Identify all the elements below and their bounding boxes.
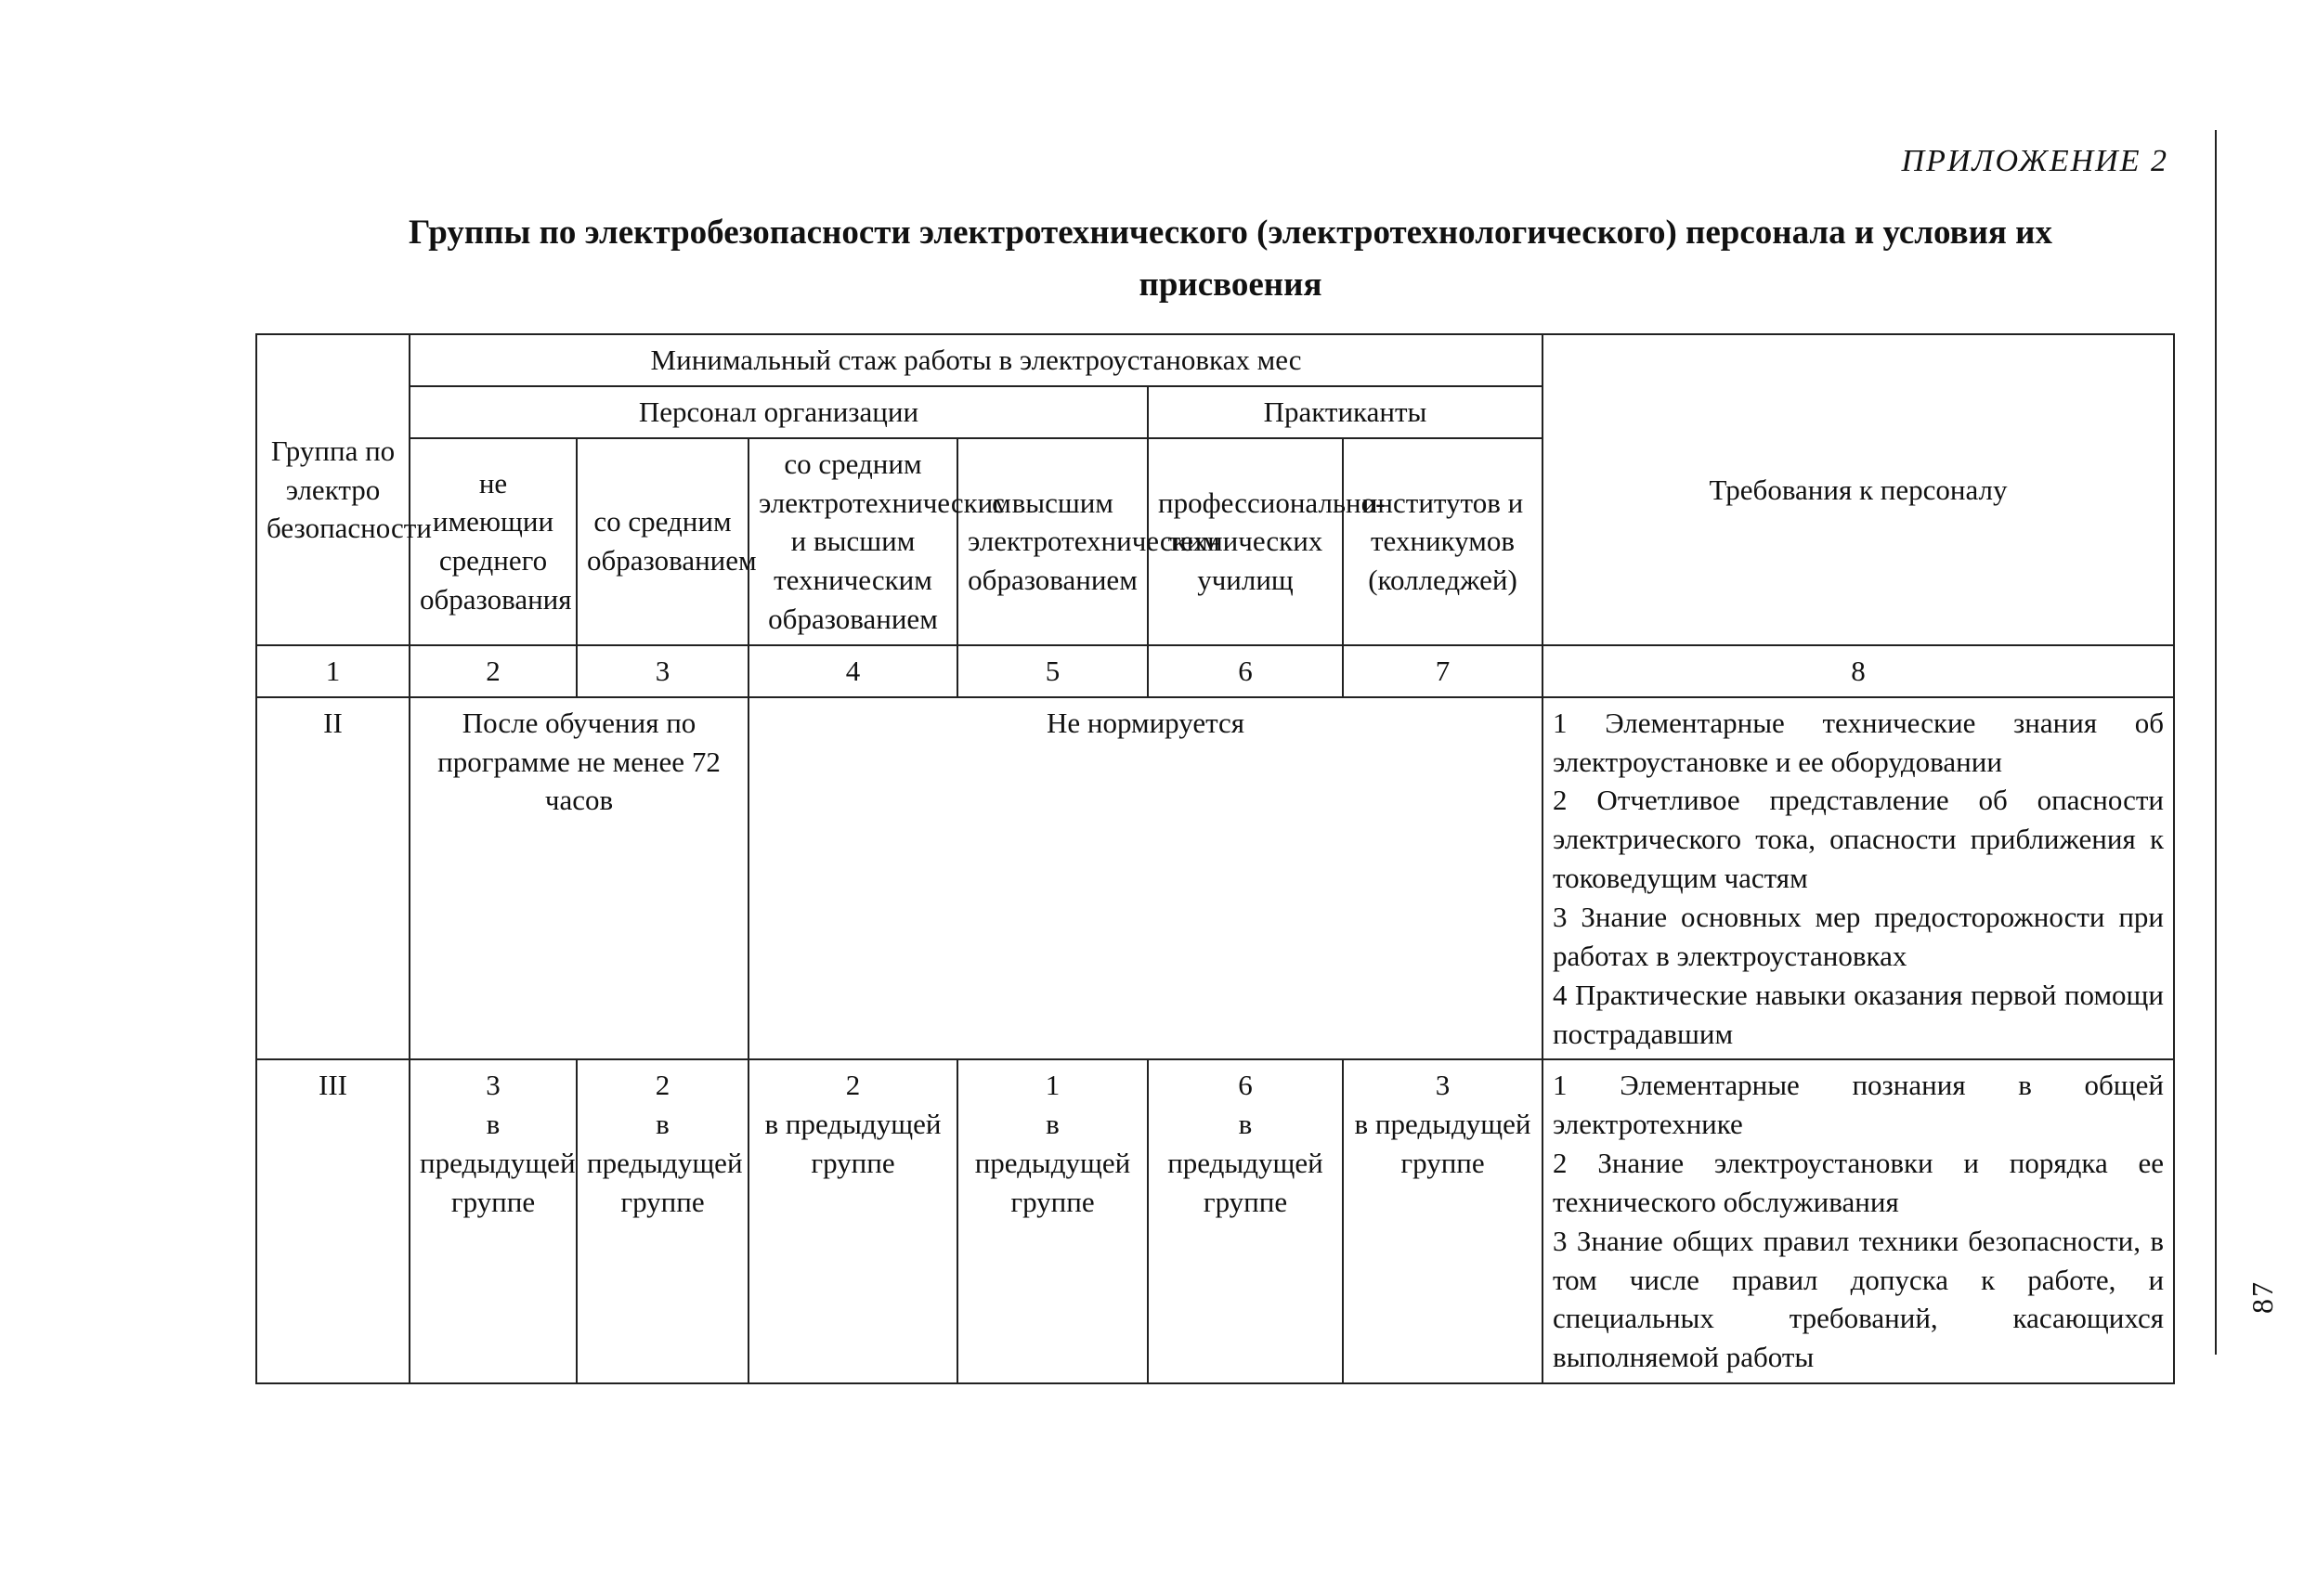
cell-requirements: 1 Элементарные познания в общей электрот… [1542, 1059, 2174, 1383]
col-header-org-personnel: Персонал организации [410, 386, 1148, 438]
col-header-secondary-electro: со средним электротехническим и высшим т… [748, 438, 957, 645]
cell-group: II [256, 697, 410, 1060]
colnum-7: 7 [1343, 645, 1542, 697]
col-header-higher-electro: с высшим электротехническим образованием [957, 438, 1148, 645]
col-header-no-secondary: не имеющии среднего образования [410, 438, 577, 645]
col-header-requirements: Требования к персоналу [1542, 334, 2174, 645]
cell-prev-group: 2в предыдущей группе [577, 1059, 748, 1383]
table-row: III 3в предыдущей группе 2в предыдущей г… [256, 1059, 2174, 1383]
colnum-4: 4 [748, 645, 957, 697]
colnum-2: 2 [410, 645, 577, 697]
colnum-5: 5 [957, 645, 1148, 697]
col-header-group: Группа по электро безопасности [256, 334, 410, 645]
cell-prev-group: 3в предыдущей группе [1343, 1059, 1542, 1383]
col-header-secondary: со средним образованием [577, 438, 748, 645]
right-margin-line [2215, 130, 2217, 1355]
col-header-institutes: институтов и техникумов (колледжей) [1343, 438, 1542, 645]
cell-training: После обучения по программе не менее 72 … [410, 697, 748, 1060]
cell-group: III [256, 1059, 410, 1383]
appendix-label: ПРИЛОЖЕНИЕ 2 [255, 144, 2168, 179]
document-title: Группы по электробезопасности электротех… [348, 207, 2113, 310]
document-page: ПРИЛОЖЕНИЕ 2 Группы по электробезопаснос… [0, 0, 2317, 1596]
colnum-3: 3 [577, 645, 748, 697]
cell-prev-group: 1в предыдущей группе [957, 1059, 1148, 1383]
colnum-6: 6 [1148, 645, 1343, 697]
colnum-8: 8 [1542, 645, 2174, 697]
col-header-vocational: профессионально-технических училищ [1148, 438, 1343, 645]
table-row: II После обучения по программе не менее … [256, 697, 2174, 1060]
cell-prev-group: 6в предыдущей группе [1148, 1059, 1343, 1383]
col-header-interns: Практиканты [1148, 386, 1542, 438]
cell-requirements: 1 Элементарные технические знания об эле… [1542, 697, 2174, 1060]
groups-table: Группа по электро безопасности Минимальн… [255, 333, 2175, 1384]
cell-not-regulated: Не нормируется [748, 697, 1542, 1060]
col-header-experience: Минимальный стаж работы в электроустанов… [410, 334, 1542, 386]
column-number-row: 1 2 3 4 5 6 7 8 [256, 645, 2174, 697]
header-row-1: Группа по электро безопасности Минимальн… [256, 334, 2174, 386]
cell-prev-group: 2в предыдущей группе [748, 1059, 957, 1383]
page-number: 87 [2245, 1280, 2280, 1314]
colnum-1: 1 [256, 645, 410, 697]
cell-prev-group: 3в предыдущей группе [410, 1059, 577, 1383]
